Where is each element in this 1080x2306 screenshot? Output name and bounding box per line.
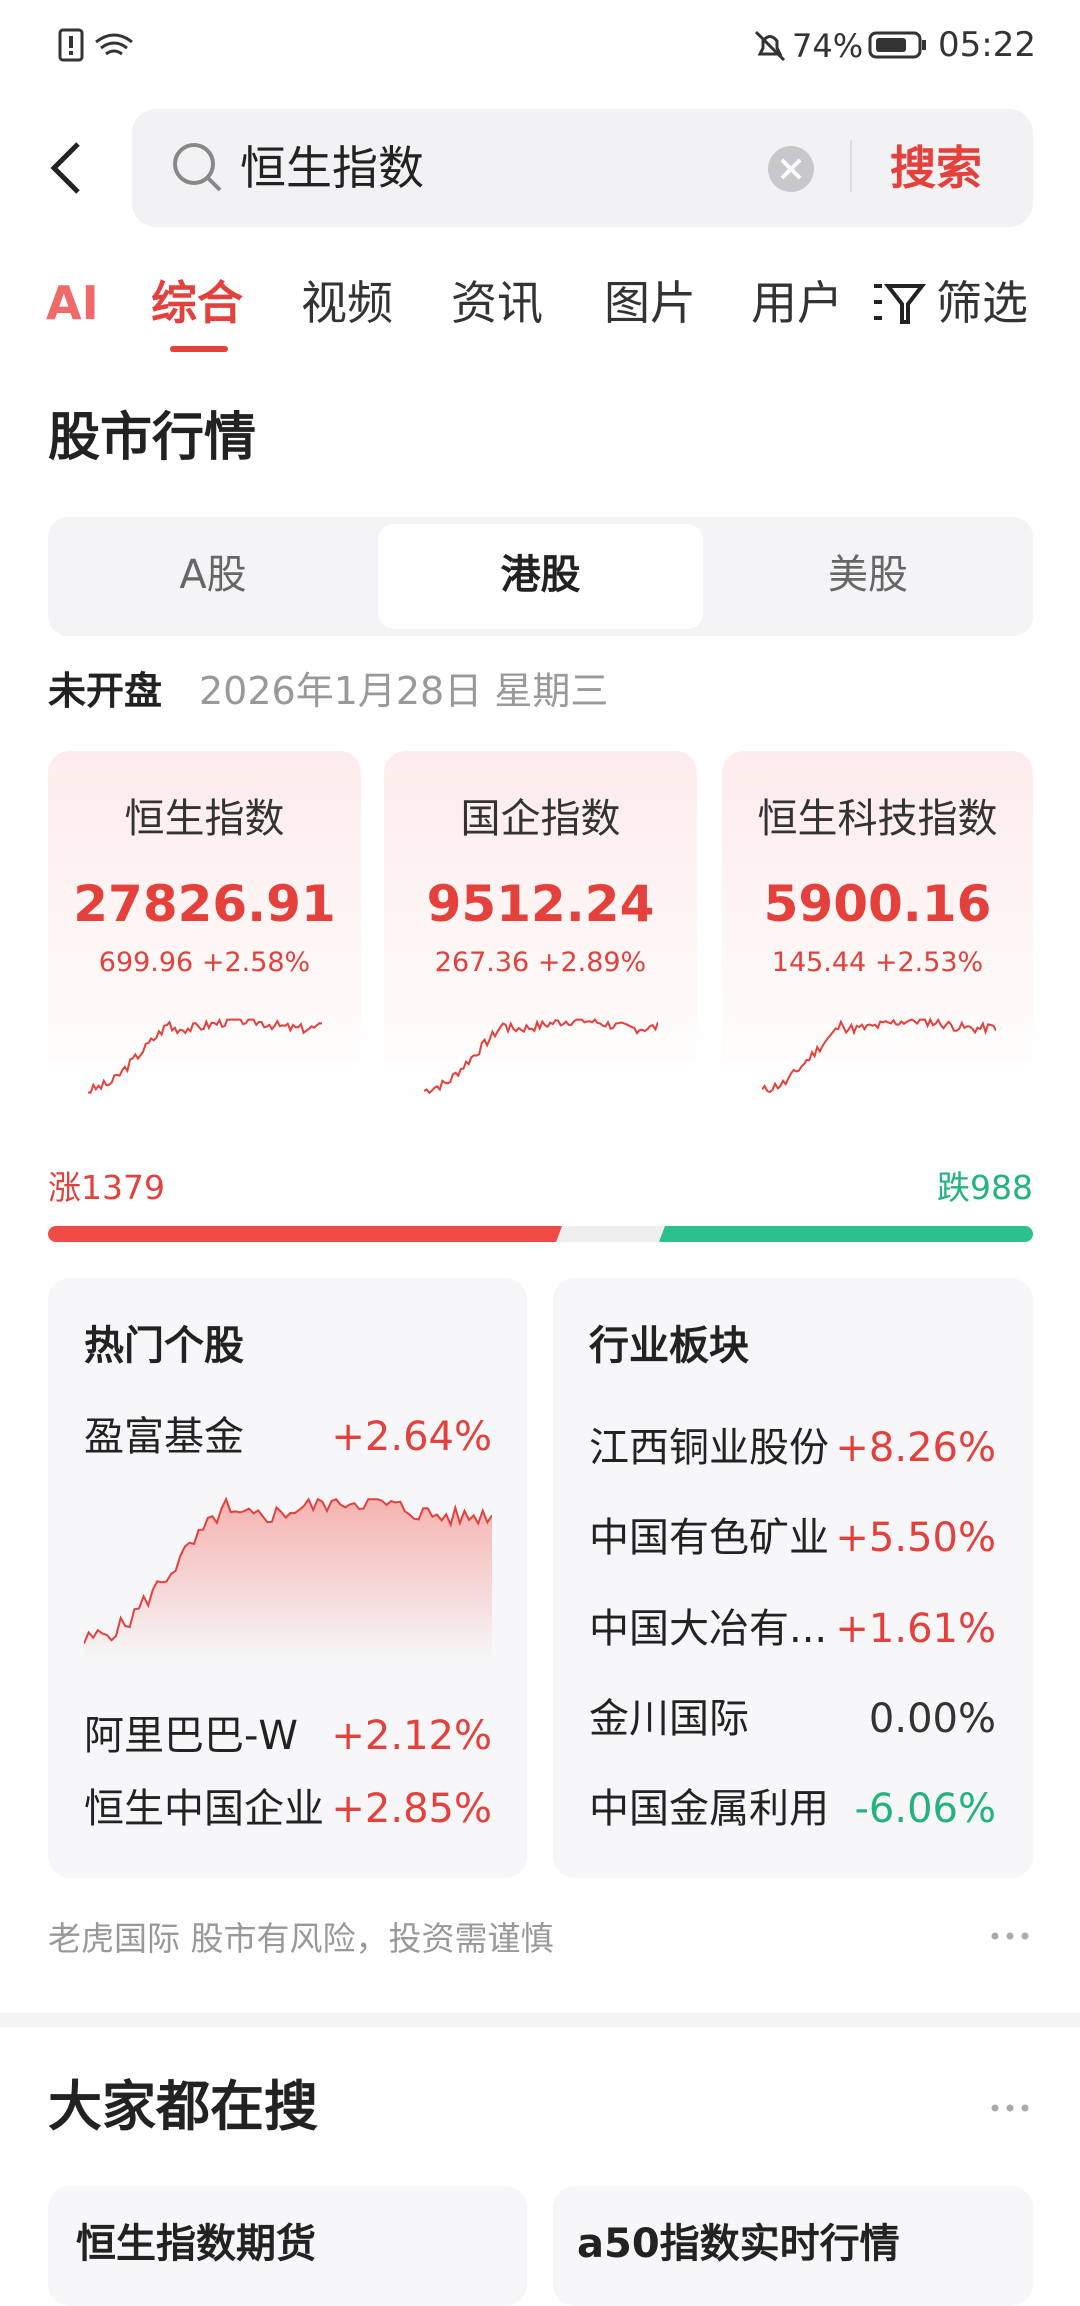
segment-selected: [378, 524, 703, 629]
tab-active[interactable]: 综合: [151, 276, 243, 330]
sector-change: +8.26%: [835, 1425, 996, 1471]
section-separator: [0, 2013, 1080, 2027]
sector-name: 中国大冶有...: [589, 1606, 828, 1652]
market-status: 未开盘: [48, 669, 163, 713]
tab[interactable]: 视频: [301, 276, 393, 330]
index-change: 145.44 +2.53%: [771, 947, 984, 978]
hot-stocks-card[interactable]: 热门个股 盈富基金 +2.64% 阿里巴巴-W +2.12% 恒生中国企业 +2…: [48, 1278, 527, 1878]
divider: [850, 140, 852, 192]
mute-icon: [754, 30, 786, 62]
index-card[interactable]: 国企指数 9512.24 267.36 +2.89%: [384, 751, 697, 1121]
chart-area: [84, 1499, 492, 1662]
sparkline: [762, 1017, 996, 1094]
status-icons: [58, 28, 133, 62]
chart-line: [424, 1018, 658, 1095]
sparkline: [424, 1018, 658, 1095]
search-query[interactable]: 恒生指数: [240, 141, 424, 195]
sector-change: +5.50%: [835, 1515, 996, 1561]
fall-count: 跌988: [937, 1168, 1033, 1207]
breadth-bar: [48, 1226, 1033, 1242]
card-title: 热门个股: [84, 1323, 244, 1369]
trend-card[interactable]: 恒生指数期货: [48, 2186, 527, 2306]
back-button[interactable]: [46, 140, 86, 196]
tab[interactable]: 用户: [751, 276, 843, 330]
sector-name: 金川国际: [589, 1696, 749, 1742]
index-value: 5900.16: [763, 875, 992, 933]
battery-level: 74%: [792, 27, 864, 65]
search-box[interactable]: [132, 109, 1033, 227]
stock-change: +2.12%: [331, 1713, 492, 1759]
index-change: 267.36 +2.89%: [434, 947, 647, 978]
trend-card[interactable]: a50指数实时行情: [553, 2186, 1033, 2306]
segment-tab[interactable]: 美股: [828, 552, 908, 598]
clock: 05:22: [938, 25, 1036, 65]
search-icon: [173, 143, 222, 192]
index-card[interactable]: 恒生指数 27826.91 699.96 +2.58%: [48, 751, 361, 1121]
stock-change: +2.85%: [331, 1786, 492, 1832]
index-name: 恒生科技指数: [757, 796, 998, 842]
index-name: 恒生指数: [124, 796, 285, 842]
search-button[interactable]: 搜索: [890, 141, 982, 195]
sector-card[interactable]: 行业板块 江西铜业股份 +8.26% 中国有色矿业 +5.50% 中国大冶有..…: [553, 1278, 1033, 1878]
trend-item: a50指数实时行情: [577, 2221, 900, 2267]
chart-line: [84, 1496, 492, 1644]
tab[interactable]: 资讯: [451, 276, 543, 330]
filter-icon[interactable]: [870, 280, 926, 328]
index-change: 699.96 +2.58%: [98, 947, 311, 978]
section-title: 大家都在搜: [48, 2075, 318, 2138]
segment-tab-active[interactable]: 港股: [500, 552, 581, 598]
disclaimer: 老虎国际 股市有风险，投资需谨慎: [48, 1919, 554, 1958]
filter-button[interactable]: 筛选: [936, 276, 1028, 330]
tab[interactable]: 图片: [604, 276, 696, 330]
tab[interactable]: AI: [46, 276, 99, 330]
index-value: 9512.24: [426, 875, 655, 933]
sector-change: +1.61%: [835, 1606, 996, 1652]
more-button[interactable]: [990, 2102, 1030, 2114]
sparkline: [88, 1017, 322, 1094]
market-date: 2026年1月28日 星期三: [199, 669, 609, 713]
stock-chart: [84, 1496, 492, 1662]
clear-button[interactable]: [766, 144, 816, 194]
stock-name: 恒生中国企业: [84, 1786, 324, 1832]
more-button[interactable]: [990, 1930, 1030, 1942]
chart-line: [762, 1017, 996, 1094]
sector-name: 中国有色矿业: [589, 1515, 829, 1561]
sector-name: 江西铜业股份: [589, 1425, 829, 1471]
index-card[interactable]: 恒生科技指数 5900.16 145.44 +2.53%: [722, 751, 1033, 1121]
index-name: 国企指数: [460, 796, 621, 842]
chart-line: [88, 1017, 322, 1094]
trend-item: 恒生指数期货: [76, 2221, 316, 2267]
stock-change: +2.64%: [331, 1414, 492, 1460]
stock-name: 盈富基金: [84, 1414, 244, 1460]
sector-name: 中国金属利用: [589, 1786, 829, 1832]
sector-change: -6.06%: [854, 1786, 996, 1832]
stock-name: 阿里巴巴-W: [84, 1713, 298, 1759]
segment-tab[interactable]: A股: [179, 552, 247, 598]
sector-change: 0.00%: [868, 1696, 996, 1742]
rise-count: 涨1379: [48, 1168, 165, 1207]
tab-underline: [170, 346, 228, 352]
section-title: 股市行情: [48, 408, 257, 468]
battery-icon: [868, 31, 926, 59]
index-value: 27826.91: [73, 875, 336, 933]
card-title: 行业板块: [589, 1323, 749, 1369]
